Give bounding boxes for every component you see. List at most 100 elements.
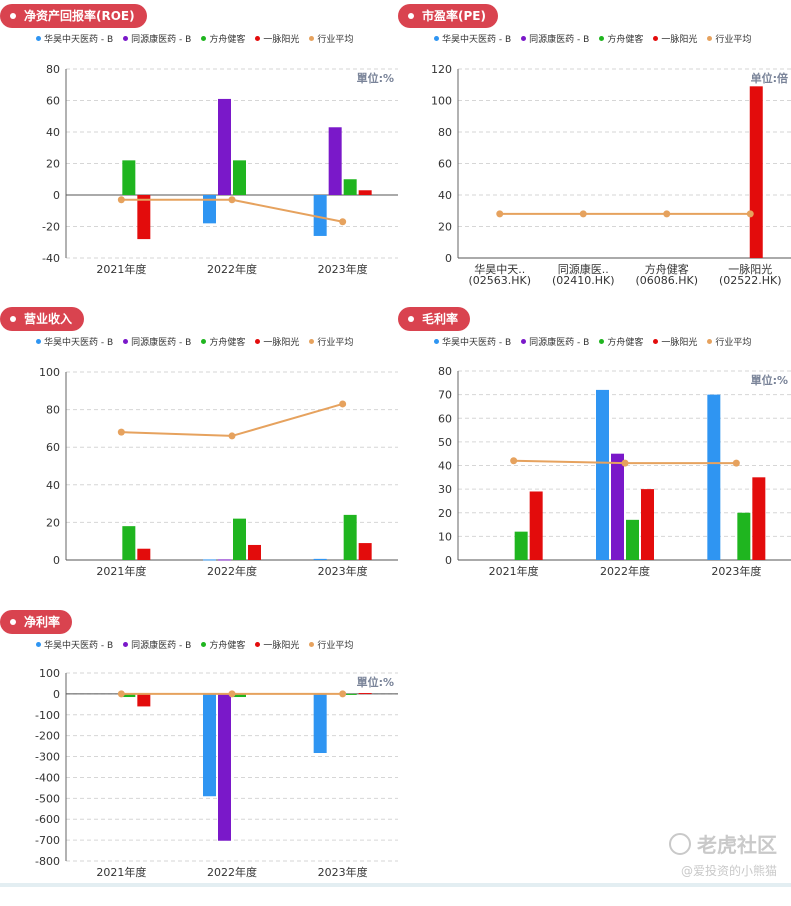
legend-item: 同源康医药 - B bbox=[123, 32, 191, 45]
legend-label: 方舟健客 bbox=[607, 338, 644, 348]
legend-item: 华昊中天医药 - B bbox=[36, 638, 113, 651]
unit-label: 单位:倍 bbox=[751, 71, 788, 85]
legend-dot-icon bbox=[255, 339, 261, 344]
bottom-strip bbox=[0, 883, 791, 887]
legend-dot-icon bbox=[201, 339, 207, 344]
legend-label: 一脉阳光 bbox=[263, 641, 300, 651]
bar bbox=[313, 693, 327, 754]
average-point bbox=[117, 428, 125, 436]
average-point bbox=[339, 690, 347, 698]
legend-item: 同源康医药 - B bbox=[521, 335, 589, 348]
average-point bbox=[117, 196, 125, 204]
y-tick-label: -500 bbox=[35, 792, 60, 805]
legend-label: 同源康医药 - B bbox=[131, 338, 192, 348]
x-tick-label: 2022年度 bbox=[600, 564, 650, 578]
legend-item: 行业平均 bbox=[707, 32, 751, 45]
legend-dot-icon bbox=[309, 36, 315, 41]
watermark-brand: 老虎社区 bbox=[697, 833, 777, 857]
bar bbox=[358, 543, 372, 560]
bar bbox=[137, 693, 151, 707]
gross-margin-legend: 华昊中天医药 - B 同源康医药 - B 方舟健客 一脉阳光 行业平均 bbox=[434, 335, 751, 348]
legend-item: 一脉阳光 bbox=[653, 32, 697, 45]
y-tick-label: 120 bbox=[431, 63, 452, 76]
legend-item: 行业平均 bbox=[309, 638, 353, 651]
bar bbox=[358, 190, 372, 195]
legend-item: 华昊中天医药 - B bbox=[36, 335, 113, 348]
x-tick-label: 2022年度 bbox=[207, 262, 257, 276]
bar bbox=[122, 693, 136, 698]
x-tick-label: 2022年度 bbox=[207, 564, 257, 578]
legend-label: 一脉阳光 bbox=[661, 338, 698, 348]
legend-label: 行业平均 bbox=[317, 641, 354, 651]
legend-dot-icon bbox=[36, 36, 41, 41]
legend-label: 方舟健客 bbox=[209, 641, 246, 651]
y-tick-label: 80 bbox=[438, 126, 452, 139]
legend-label: 华昊中天医药 - B bbox=[44, 338, 114, 348]
x-tick-label: (06086.HK) bbox=[635, 274, 698, 287]
bar bbox=[358, 693, 372, 695]
roe-chart: -40 -20 0 20 40 60 80 單位:% 2021年度 2022年度 2023年度 bbox=[42, 63, 398, 276]
bar bbox=[218, 559, 231, 561]
average-point bbox=[228, 690, 236, 698]
bar bbox=[737, 512, 751, 560]
y-tick-label: 50 bbox=[438, 436, 452, 449]
legend-dot-icon bbox=[434, 36, 439, 41]
bar bbox=[641, 489, 654, 560]
y-tick-label: -600 bbox=[35, 813, 60, 826]
legend-item: 同源康医药 - B bbox=[123, 638, 191, 651]
legend-dot-icon bbox=[36, 339, 41, 344]
legend-item: 行业平均 bbox=[309, 32, 353, 45]
y-tick-label: 20 bbox=[46, 158, 60, 171]
legend-item: 一脉阳光 bbox=[255, 638, 299, 651]
legend-item: 一脉阳光 bbox=[255, 335, 299, 348]
y-tick-label: 10 bbox=[438, 530, 452, 543]
legend-dot-icon bbox=[309, 642, 315, 647]
average-point bbox=[117, 690, 125, 698]
y-tick-label: 20 bbox=[438, 507, 452, 520]
revenue-chart: 0 20 40 60 80 100 2021年度 2022年度 2023年度 bbox=[39, 366, 398, 578]
bar bbox=[313, 558, 327, 560]
revenue-legend: 华昊中天医药 - B 同源康医药 - B 方舟健客 一脉阳光 行业平均 bbox=[36, 335, 353, 348]
y-tick-label: -300 bbox=[35, 751, 60, 764]
legend-item: 行业平均 bbox=[309, 335, 353, 348]
legend-label: 一脉阳光 bbox=[263, 35, 300, 45]
legend-label: 行业平均 bbox=[715, 338, 752, 348]
y-tick-label: 20 bbox=[46, 516, 60, 529]
bar bbox=[122, 160, 136, 195]
x-tick-label: 同源康医.. bbox=[558, 262, 609, 276]
legend-dot-icon bbox=[123, 642, 129, 647]
average-point bbox=[579, 210, 587, 218]
bar bbox=[233, 693, 246, 698]
legend-dot-icon bbox=[201, 36, 207, 41]
x-tick-label: 2021年度 bbox=[96, 865, 146, 879]
y-tick-label: 60 bbox=[438, 412, 452, 425]
bar bbox=[137, 548, 151, 560]
bar bbox=[203, 693, 216, 797]
legend-dot-icon bbox=[255, 36, 261, 41]
legend-dot-icon bbox=[599, 339, 605, 344]
legend-label: 同源康医药 - B bbox=[529, 338, 590, 348]
bar bbox=[343, 179, 357, 195]
legend-dot-icon bbox=[707, 339, 713, 344]
legend-label: 行业平均 bbox=[317, 35, 354, 45]
x-tick-label: 2022年度 bbox=[207, 865, 257, 879]
legend-label: 一脉阳光 bbox=[661, 35, 698, 45]
average-point bbox=[339, 218, 347, 226]
legend-item: 方舟健客 bbox=[201, 638, 245, 651]
legend-dot-icon bbox=[521, 339, 527, 344]
legend-item: 方舟健客 bbox=[201, 32, 245, 45]
legend-item: 方舟健客 bbox=[201, 335, 245, 348]
x-tick-label: 2023年度 bbox=[318, 865, 368, 879]
y-tick-label: 60 bbox=[46, 441, 60, 454]
revenue-panel: 营业收入 华昊中天医药 - B 同源康医药 - B 方舟健客 一脉阳光 行业平均 0 20… bbox=[0, 303, 398, 603]
legend-item: 一脉阳光 bbox=[255, 32, 299, 45]
bar bbox=[203, 559, 216, 561]
bar bbox=[626, 519, 639, 560]
watermark-user: @爱投资的小熊猫 bbox=[680, 864, 777, 878]
bar bbox=[514, 531, 528, 560]
y-tick-label: 60 bbox=[438, 158, 452, 171]
y-tick-label: 0 bbox=[53, 688, 60, 701]
x-tick-label: 2023年度 bbox=[711, 564, 761, 578]
tiger-logo-icon bbox=[669, 832, 691, 855]
